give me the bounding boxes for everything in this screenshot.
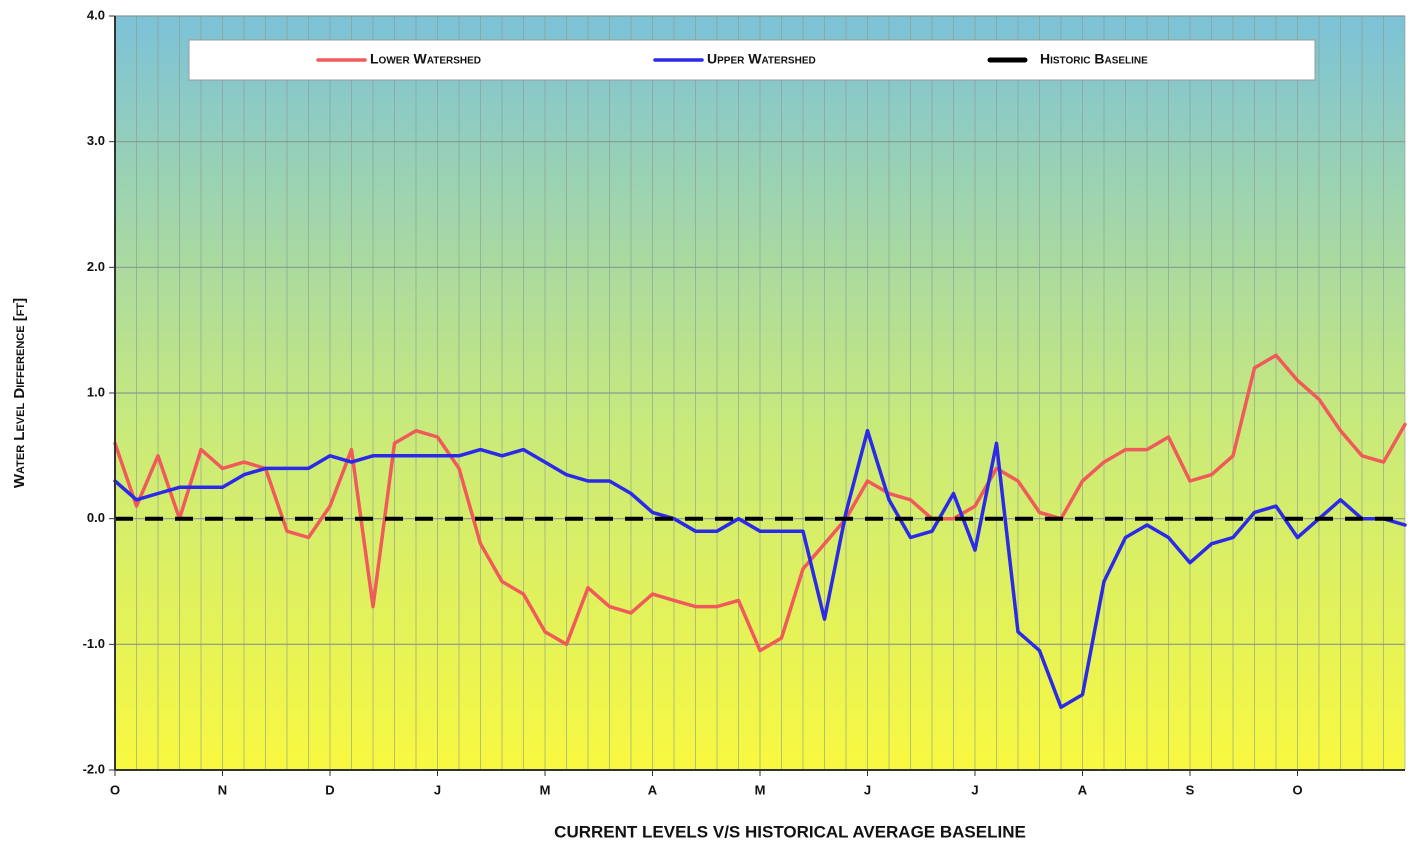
x-tick-label: J <box>971 782 978 797</box>
x-tick-label: N <box>218 782 227 797</box>
y-tick-label: 0.0 <box>87 510 105 525</box>
x-tick-label: M <box>755 782 766 797</box>
y-tick-label: 3.0 <box>87 133 105 148</box>
y-tick-label: 1.0 <box>87 384 105 399</box>
y-tick-label: 4.0 <box>87 7 105 22</box>
y-tick-label: -1.0 <box>83 636 105 651</box>
legend-label: Historic Baseline <box>1040 51 1148 67</box>
x-tick-label: A <box>1078 782 1088 797</box>
x-tick-label: J <box>434 782 441 797</box>
series-line <box>113 428 1407 709</box>
y-axis-label: Water Level Difference [ft] <box>11 298 28 488</box>
x-tick-label: O <box>1292 782 1302 797</box>
legend <box>188 39 1316 81</box>
x-tick-label: O <box>110 782 120 797</box>
series-line <box>113 353 1407 653</box>
y-tick-label: 2.0 <box>87 259 105 274</box>
y-tick-label: -2.0 <box>83 761 105 776</box>
legend-label: Lower Watershed <box>370 51 481 67</box>
legend-label: Upper Watershed <box>707 51 816 67</box>
x-tick-label: A <box>648 782 658 797</box>
x-tick-label: J <box>864 782 871 797</box>
x-tick-label: D <box>325 782 334 797</box>
x-tick-label: S <box>1186 782 1195 797</box>
x-axis-title: CURRENT LEVELS V/S HISTORICAL AVERAGE BA… <box>554 822 1026 841</box>
x-tick-label: M <box>540 782 551 797</box>
